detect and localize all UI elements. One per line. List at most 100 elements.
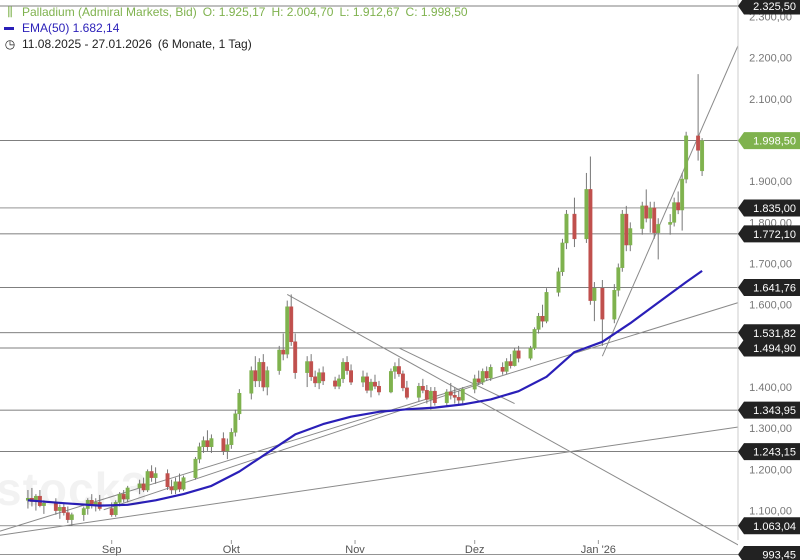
level-tag: 1.343,95 [738, 401, 800, 419]
candle-body-down [141, 483, 146, 491]
candle-body-down [508, 361, 513, 366]
candle-body-up [113, 502, 118, 515]
candle-body-up [592, 287, 597, 301]
level-tag-label: 1.243,15 [753, 447, 796, 459]
candle-layer [25, 74, 705, 526]
candle-body-up [69, 514, 74, 520]
candle-body-down [448, 391, 453, 396]
candle-body-down [65, 512, 70, 520]
legend-range-row: ◷ 11.08.2025 - 27.01.2026 (6 Monate, 1 T… [4, 36, 474, 52]
ema-label: EMA(50) 1.682,14 [22, 21, 120, 35]
candle-body-down [165, 473, 170, 487]
candle-body-down [321, 372, 326, 382]
candle-body-down [177, 481, 182, 490]
candle-body-up [317, 372, 322, 384]
trendline [0, 423, 759, 536]
watermark: stock3 [0, 463, 148, 515]
ema-line-icon [4, 20, 16, 36]
candle-body-up [392, 366, 397, 372]
candle-body-up [536, 315, 541, 330]
ema50-line [27, 269, 703, 507]
axis-layer: 1.100,001.200,001.300,001.400,001.500,00… [102, 0, 800, 560]
legend-ema-row: EMA(50) 1.682,14 [4, 20, 474, 36]
y-tick-label: 1.600,00 [749, 300, 792, 312]
current-price-tag: 1.998,50 [738, 132, 800, 150]
level-tag: 1.772,10 [738, 225, 800, 243]
candle-body-down [676, 202, 681, 211]
candle-body-up [277, 349, 282, 371]
candle-body-down [484, 371, 489, 379]
candle-body-down [365, 376, 369, 391]
candle-body-up [584, 189, 589, 240]
y-tick-label: 1.400,00 [749, 382, 792, 394]
candle-body-up [369, 381, 373, 391]
candle-body-up [512, 350, 517, 366]
candle-body-up [193, 458, 198, 478]
candle-body-down [424, 390, 429, 400]
level-tag-label: 1.641,76 [753, 283, 796, 295]
candle-body-down [540, 315, 545, 322]
candle-body-up [237, 392, 242, 415]
candle-body-up [656, 224, 661, 233]
date-range: 11.08.2025 - 27.01.2026 [22, 37, 152, 51]
candle-body-down [652, 207, 657, 233]
candle-body-up [117, 493, 122, 503]
y-tick-label: 1.300,00 [749, 423, 792, 435]
level-tag: 1.835,00 [738, 199, 800, 217]
candle-body-down [349, 370, 353, 383]
candle-body-down [396, 366, 401, 375]
candle-body-down [293, 341, 298, 373]
candle-body-up [225, 444, 230, 452]
y-tick-label: 2.100,00 [749, 94, 792, 106]
candle-body-up [341, 362, 346, 380]
candle-body-up [648, 207, 653, 219]
candle-body-up [209, 438, 214, 448]
candle-body-down [61, 507, 66, 513]
candle-body-up [480, 371, 485, 383]
candle-body-up [388, 371, 393, 393]
candle-body-up [181, 477, 186, 490]
x-tick-label: Sep [102, 544, 122, 556]
candle-body-up [153, 473, 158, 478]
ohlc-low: L: 1.912,67 [339, 5, 400, 19]
candle-body-up [137, 483, 142, 489]
level-tag-label: 993,45 [762, 549, 796, 560]
candle-body-up [640, 205, 645, 229]
candle-body-up [57, 507, 62, 511]
candle-body-up [428, 390, 433, 400]
level-tag-bg [738, 443, 800, 461]
candle-body-down [377, 385, 381, 393]
level-tag-label: 1.343,95 [753, 405, 796, 417]
current-price-tag-label: 1.998,50 [753, 136, 796, 148]
candle-body-down [253, 370, 258, 382]
ohlc-high: H: 2.004,70 [271, 5, 334, 19]
y-tick-label: 1.900,00 [749, 176, 792, 188]
candle-body-up [564, 213, 569, 244]
candle-body-up [41, 502, 46, 506]
candle-body-up [612, 290, 617, 320]
candle-body-down [309, 361, 314, 378]
candle-body-down [169, 486, 174, 491]
x-tick-label: Jan '26 [581, 544, 616, 556]
candle-body-up [560, 242, 565, 273]
candle-body-up [472, 378, 477, 390]
level-tag-label: 1.772,10 [753, 229, 796, 241]
x-tick-label: Nov [345, 544, 365, 556]
grid-layer [0, 5, 738, 555]
candle-body-up [620, 213, 625, 268]
candle-body-up [532, 329, 537, 349]
level-tag-bg [738, 199, 800, 217]
candle-body-up [173, 481, 178, 491]
clock-icon: ◷ [4, 37, 16, 51]
candle-body-down [313, 376, 318, 384]
period: (6 Monate, 1 Tag) [157, 37, 252, 51]
candle-body-down [400, 373, 405, 389]
trendline [601, 0, 759, 357]
candle-body-up [249, 370, 254, 394]
candle-body-down [420, 385, 425, 391]
candle-body-down [624, 213, 629, 246]
level-tag: 993,45 [738, 545, 800, 560]
candle-body-down [261, 362, 266, 388]
level-tag-bg [738, 545, 800, 560]
